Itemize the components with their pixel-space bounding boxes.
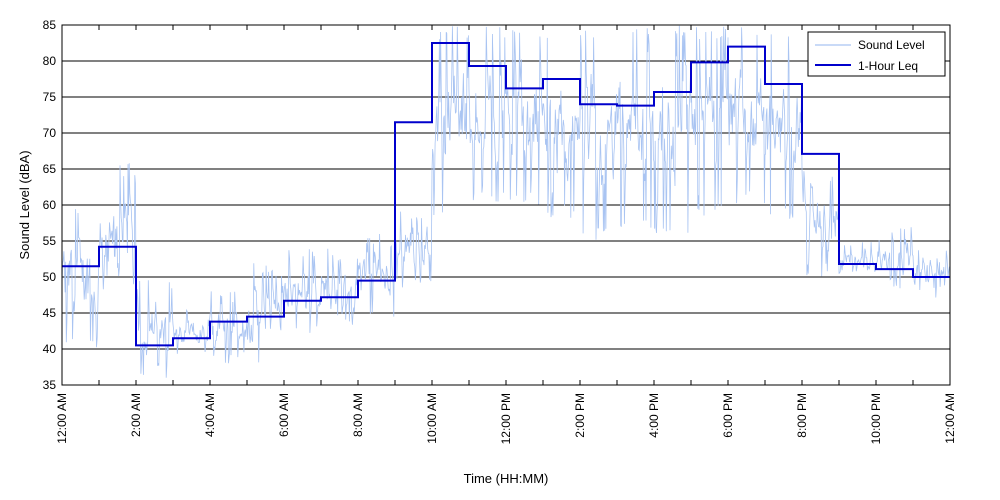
x-tick-label: 2:00 PM: [573, 393, 587, 438]
x-tick-label: 10:00 PM: [869, 393, 883, 444]
leq-step-line: [62, 42, 950, 347]
y-tick-label: 55: [43, 234, 57, 248]
x-tick-label: 10:00 AM: [425, 393, 439, 444]
x-tick-label: 12:00 AM: [943, 393, 957, 444]
x-tick-label: 6:00 PM: [721, 393, 735, 438]
legend-box: [807, 31, 946, 77]
legend-label-sound-level: Sound Level: [858, 38, 925, 52]
y-axis-title: Sound Level (dBA): [17, 150, 32, 259]
y-tick-label: 45: [43, 306, 57, 320]
y-tick-label: 70: [43, 126, 57, 140]
legend: Sound Level 1-Hour Leq: [807, 31, 946, 77]
x-tick-label: 12:00 PM: [499, 393, 513, 444]
grid-lines: [62, 60, 950, 350]
y-axis-ticks: 35 40 45 50 55 60 65 70 75 80 85: [43, 18, 57, 392]
y-tick-label: 40: [43, 342, 57, 356]
x-tick-label: 2:00 AM: [129, 393, 143, 437]
y-tick-label: 35: [43, 378, 57, 392]
x-tick-label: 12:00 AM: [55, 393, 69, 444]
y-tick-label: 85: [43, 18, 57, 32]
x-tick-label: 4:00 PM: [647, 393, 661, 438]
y-tick-label: 60: [43, 198, 57, 212]
y-tick-label: 75: [43, 90, 57, 104]
x-tick-label: 4:00 AM: [203, 393, 217, 437]
y-tick-label: 50: [43, 270, 57, 284]
x-axis-title: Time (HH:MM): [464, 471, 549, 486]
y-tick-label: 80: [43, 54, 57, 68]
x-axis-ticks: 12:00 AM 2:00 AM 4:00 AM 6:00 AM 8:00 AM 10:0…: [55, 25, 957, 444]
y-tick-label: 65: [43, 162, 57, 176]
legend-label-leq: 1-Hour Leq: [858, 59, 918, 73]
leq-step-group: [62, 42, 950, 347]
x-tick-label: 8:00 PM: [795, 393, 809, 438]
x-tick-label: 6:00 AM: [277, 393, 291, 437]
x-tick-label: 8:00 AM: [351, 393, 365, 437]
